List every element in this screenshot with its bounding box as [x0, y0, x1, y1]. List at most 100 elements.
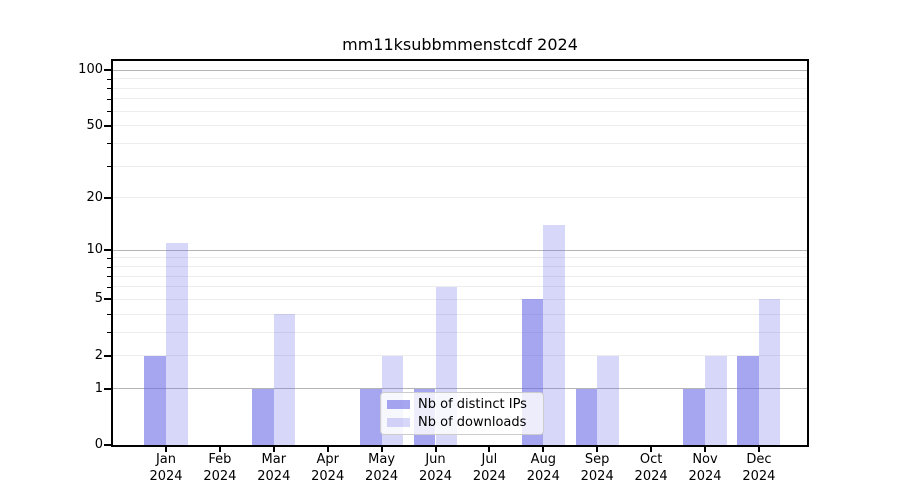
y-axis-minor-tick: [107, 276, 111, 278]
gridline-minor: [113, 197, 807, 199]
gridline-minor: [113, 331, 807, 333]
x-axis-tick: [380, 447, 383, 452]
x-axis-tick: [326, 447, 329, 452]
gridline-minor: [113, 257, 807, 259]
gridline-minor: [113, 125, 807, 127]
x-axis-tick-label: Sep 2024: [566, 451, 628, 485]
y-axis-tick-label: 20: [86, 189, 103, 205]
gridline-major: [113, 69, 807, 71]
x-axis-tick: [757, 447, 760, 452]
x-axis-tick-label: May 2024: [351, 451, 413, 485]
bar-distinct-ips-dec: [737, 355, 759, 445]
x-axis-tick: [650, 447, 653, 452]
x-axis-tick-label: Apr 2024: [297, 451, 359, 485]
legend-label-distinct-ips: Nb of distinct IPs: [418, 397, 527, 413]
gridline-major: [113, 388, 807, 390]
x-label-year: 2024: [365, 469, 399, 484]
x-label-month: Jan: [155, 452, 177, 467]
legend-row-distinct-ips: Nb of distinct IPs: [387, 397, 537, 412]
x-label-month: Mar: [261, 452, 287, 467]
distinct-ips-swatch-icon: [387, 400, 410, 410]
y-axis-tick: [104, 124, 111, 127]
bar-distinct-ips-mar: [252, 388, 274, 445]
x-label-year: 2024: [688, 469, 722, 484]
downloads-swatch-icon: [387, 417, 410, 427]
x-axis-tick-label: Dec 2024: [728, 451, 790, 485]
x-axis-tick: [272, 447, 275, 452]
gridline-major: [113, 249, 807, 251]
legend-row-downloads: Nb of downloads: [387, 415, 537, 430]
x-axis-tick-label: Jul 2024: [458, 451, 520, 485]
x-axis-tick: [596, 447, 599, 452]
bar-downloads-mar: [273, 314, 296, 445]
y-axis-tick: [104, 387, 111, 390]
x-axis-tick: [488, 447, 491, 452]
y-axis-minor-tick: [107, 88, 111, 90]
x-label-year: 2024: [634, 469, 668, 484]
gridline-minor: [113, 110, 807, 112]
legend: Nb of distinct IPs Nb of downloads: [380, 392, 544, 435]
gridline-minor: [113, 165, 807, 167]
x-axis-tick-label: Oct 2024: [620, 451, 682, 485]
x-label-year: 2024: [149, 469, 183, 484]
y-axis-tick-label: 0: [94, 437, 103, 452]
x-axis-tick-label: Feb 2024: [189, 451, 251, 485]
bar-downloads-aug: [543, 225, 565, 445]
x-label-year: 2024: [526, 469, 560, 484]
y-axis-minor-tick: [107, 266, 111, 268]
y-axis-tick: [104, 249, 111, 252]
x-axis-tick-label: Mar 2024: [243, 451, 305, 485]
gridline-minor: [113, 313, 807, 315]
y-axis-minor-tick: [107, 78, 111, 80]
x-axis-tick-label: Aug 2024: [512, 451, 574, 485]
gridline-minor: [113, 355, 807, 357]
x-axis-tick: [434, 447, 437, 452]
y-axis-tick-label: 2: [94, 347, 103, 363]
x-label-year: 2024: [418, 469, 453, 484]
x-label-month: Apr: [316, 452, 339, 467]
y-axis-tick: [104, 354, 111, 357]
bar-downloads-nov: [705, 355, 727, 445]
x-axis-tick: [165, 447, 167, 452]
x-label-year: 2024: [742, 469, 776, 484]
gridline-minor: [113, 87, 807, 89]
bar-distinct-ips-may: [360, 388, 382, 445]
x-label-month: May: [368, 452, 396, 467]
y-axis-minor-tick: [107, 166, 111, 168]
x-label-month: Jul: [481, 452, 498, 467]
y-axis-minor-tick: [107, 286, 111, 288]
x-axis-tick-label: Jun 2024: [405, 451, 467, 485]
y-axis-tick-label: 1: [94, 380, 103, 396]
gridline-minor: [113, 142, 807, 144]
y-axis-minor-tick: [107, 332, 111, 334]
bar-downloads-dec: [758, 299, 781, 445]
plot-area: [111, 59, 809, 447]
gridline-minor: [113, 78, 807, 80]
gridline-minor: [113, 298, 807, 300]
x-label-month: Sep: [584, 452, 610, 467]
chart-title: mm11ksubbmmenstcdf 2024: [342, 35, 578, 54]
y-axis-tick: [104, 196, 111, 199]
bar-distinct-ips-jan: [144, 355, 166, 445]
x-label-month: Feb: [208, 452, 232, 467]
y-axis-minor-tick: [107, 314, 111, 316]
y-axis-tick-label: 100: [78, 62, 103, 78]
x-label-month: Oct: [639, 452, 663, 467]
y-axis-minor-tick: [107, 257, 111, 259]
x-label-year: 2024: [257, 469, 291, 484]
x-axis-tick-label: Jan 2024: [135, 451, 197, 485]
legend-label-downloads: Nb of downloads: [418, 414, 527, 430]
gridline-minor: [113, 98, 807, 100]
y-axis-tick: [104, 444, 111, 446]
x-axis-tick: [218, 447, 221, 452]
bar-downloads-sep: [597, 355, 619, 445]
x-axis-tick: [704, 447, 706, 452]
y-axis-minor-tick: [107, 143, 111, 145]
y-axis-tick-label: 10: [86, 242, 103, 258]
gridline-minor: [113, 286, 807, 288]
x-axis-tick-label: Nov 2024: [674, 451, 736, 485]
x-label-month: Nov: [692, 452, 718, 467]
y-axis-tick: [104, 69, 111, 72]
gridline-minor: [113, 275, 807, 277]
